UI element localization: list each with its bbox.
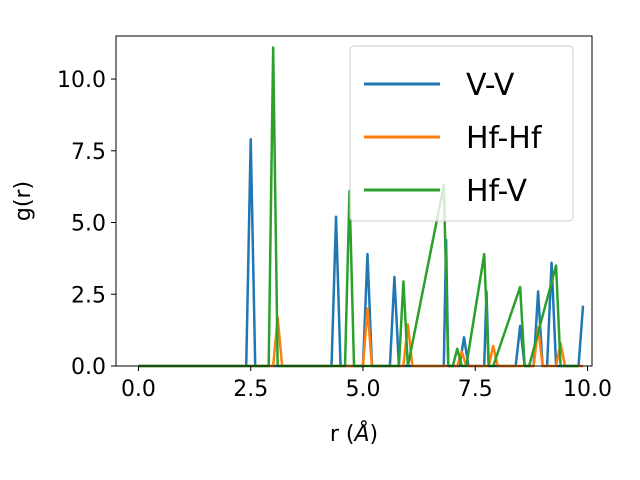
x-tick-label: 7.5 [458, 377, 493, 402]
y-axis-label: g(r) [11, 181, 36, 221]
plot-frame [115, 35, 593, 367]
x-axis: 0.0 2.5 5.0 7.5 10.0 [121, 366, 612, 402]
legend-box [349, 45, 574, 222]
y-tick-label: 0.0 [71, 355, 106, 380]
legend-label: V-V [466, 68, 515, 103]
legend: V-V Hf-Hf Hf-V [349, 45, 574, 222]
x-tick-label: 10.0 [563, 377, 612, 402]
y-tick-label: 7.5 [71, 140, 106, 165]
y-tick-label: 2.5 [71, 283, 106, 308]
y-axis: 0.0 2.5 5.0 7.5 10.0 [57, 68, 116, 380]
legend-items: V-V Hf-Hf Hf-V [364, 68, 543, 209]
x-tick-label: 2.5 [233, 377, 268, 402]
y-tick-label: 5.0 [71, 212, 106, 237]
legend-label: Hf-Hf [466, 121, 543, 156]
legend-label: Hf-V [466, 174, 528, 209]
x-axis-label: r (Å) [330, 420, 378, 447]
x-tick-label: 5.0 [345, 377, 380, 402]
x-tick-label: 0.0 [121, 377, 156, 402]
y-tick-label: 10.0 [57, 68, 106, 93]
